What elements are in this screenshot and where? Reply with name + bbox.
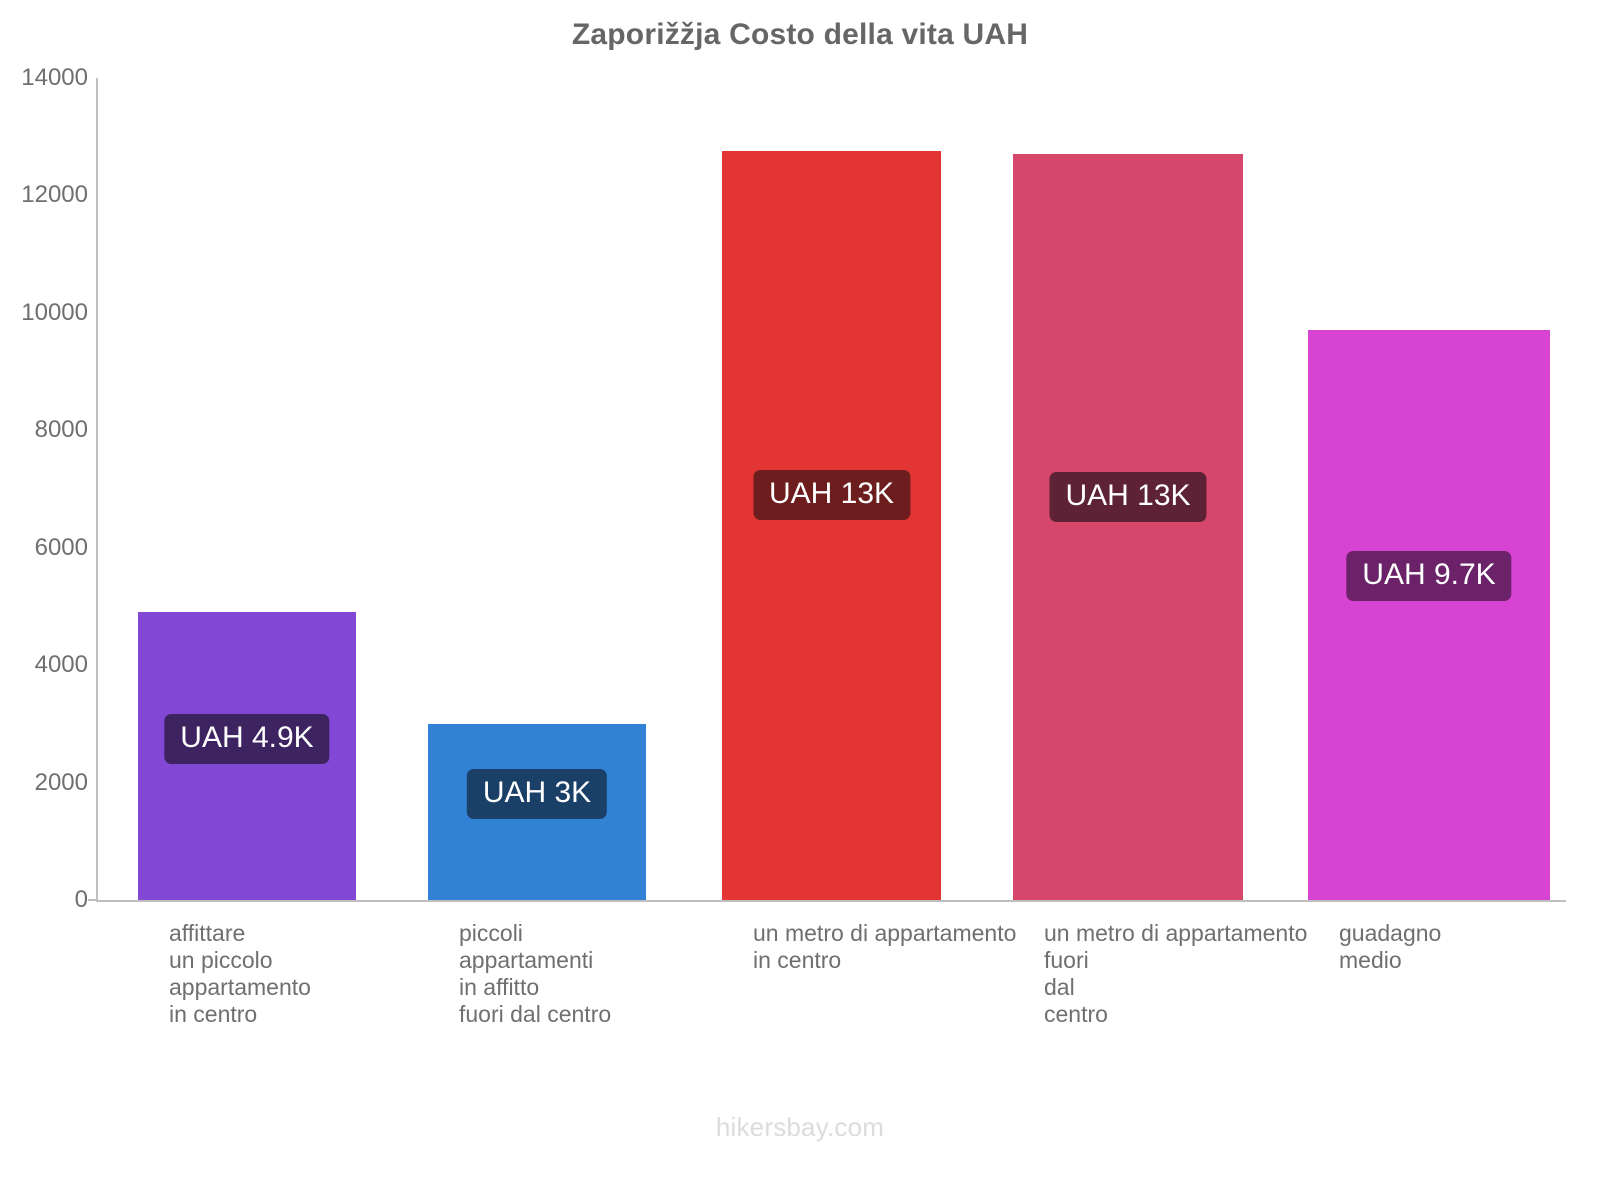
x-axis-category-line: centro [1044,1001,1108,1027]
x-axis-category-label: un metro di appartamento fuori dal centro [1044,920,1307,1028]
x-axis-category-line: medio [1339,947,1402,973]
y-axis-tick-label: 10000 [21,298,88,326]
x-axis-category-label: piccoli appartamenti in affitto fuori dal c… [459,920,611,1028]
x-axis-category-line: un piccolo [169,947,273,973]
bar[interactable]: UAH 13K [722,151,941,900]
y-axis-tick-label: 2000 [34,768,88,796]
x-axis-category-line: affittare [169,920,246,946]
y-axis-tick-label: 8000 [34,416,88,444]
y-axis-line [96,78,98,902]
bar-value-label: UAH 13K [1049,472,1207,523]
x-axis-category-line: appartamenti [459,947,594,973]
bar[interactable]: UAH 9.7K [1308,330,1550,900]
footer-watermark: hikersbay.com [715,1112,885,1142]
x-axis-category-label: un metro di appartamento in centro [753,920,1016,974]
y-axis-tick-label: 6000 [34,533,88,561]
x-axis-category-line: in centro [169,1001,258,1027]
x-axis-category-line: piccoli [459,920,523,946]
bar-value-label: UAH 13K [752,470,911,521]
bar[interactable]: UAH 3K [428,723,646,900]
bar[interactable]: UAH 13K [1013,154,1243,900]
x-axis-category-line: fuori dal centro [459,1001,612,1027]
x-axis-category-line: un metro di appartamento [1044,920,1308,946]
x-axis-category-line: in centro [753,947,842,973]
x-axis-category-line: dal [1044,974,1075,1000]
bar-value-label: UAH 3K [466,768,608,819]
y-axis-tick-label: 4000 [34,651,88,679]
y-axis-tick-label: 12000 [21,181,88,209]
page-title: Zaporižžja Costo della vita UAH [571,18,1029,51]
bar[interactable]: UAH 4.9K [138,612,356,900]
y-axis-tick-label: 14000 [21,64,88,91]
x-axis-category-line: guadagno [1339,920,1442,946]
bar-value-label: UAH 9.7K [1346,551,1512,602]
y-axis-tick-mark [88,899,98,901]
x-axis-category-line: un metro di appartamento [753,920,1017,946]
x-axis-category-label: guadagno medio [1339,920,1441,974]
bar-value-label: UAH 4.9K [164,714,330,765]
x-axis-category-line: in affitto [459,974,540,1000]
x-axis-category-line: fuori [1044,947,1089,973]
x-axis-line [96,900,1566,902]
x-axis-category-label: affittare un piccolo appartamento in centro [169,920,311,1028]
x-axis-category-line: appartamento [169,974,311,1000]
y-axis-tick-label: 0 [74,886,88,913]
